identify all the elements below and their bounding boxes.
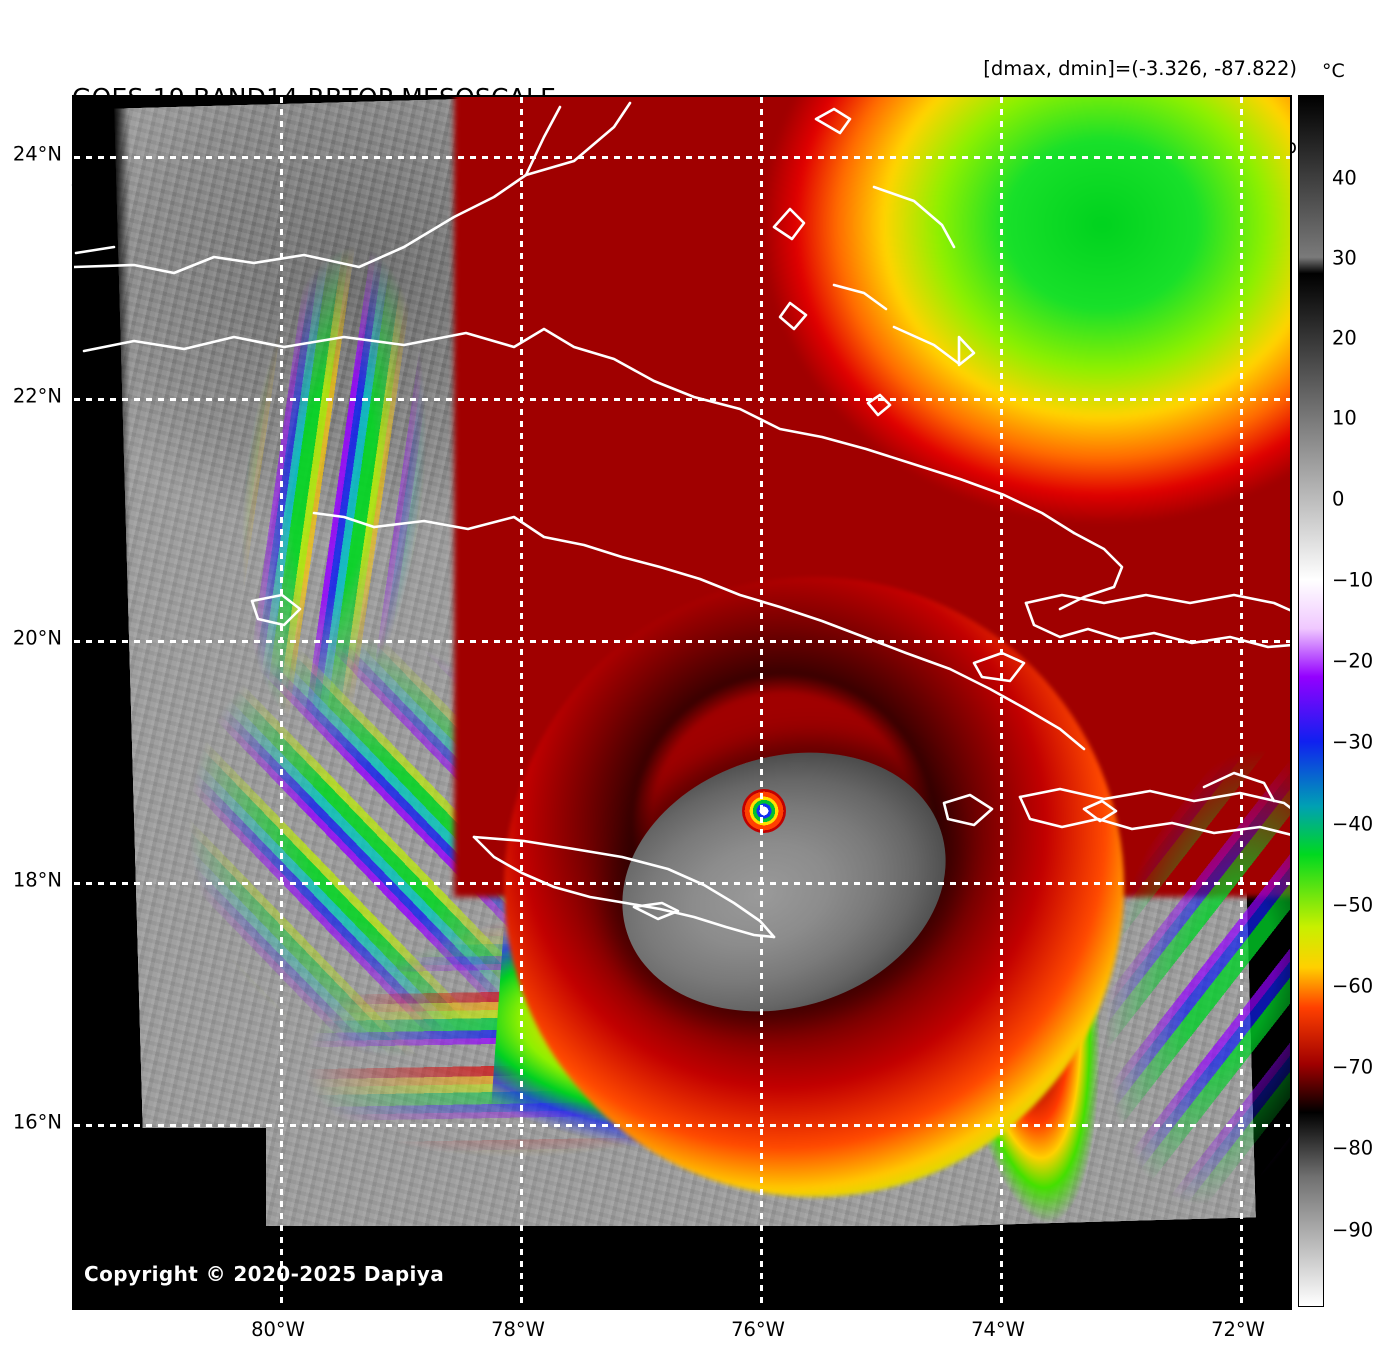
cbtick-m50: −50 bbox=[1332, 893, 1374, 917]
off-disk-corner-mask bbox=[74, 1128, 266, 1248]
gridline-lat-22n bbox=[74, 398, 1290, 401]
cbtick-m20: −20 bbox=[1332, 649, 1374, 673]
ytick-18n: 18°N bbox=[12, 868, 62, 892]
off-disk-left-mask bbox=[74, 97, 130, 1308]
satellite-imagery bbox=[74, 97, 1290, 1308]
gridline-lon-76w bbox=[760, 97, 763, 1308]
cbtick-40: 40 bbox=[1332, 166, 1357, 190]
ytick-20n: 20°N bbox=[12, 626, 62, 650]
gridline-lon-72w bbox=[1240, 97, 1243, 1308]
copyright-label: Copyright © 2020-2025 Dapiya bbox=[84, 1262, 445, 1286]
coastline-overlay bbox=[74, 101, 1290, 939]
xtick-80w: 80°W bbox=[251, 1318, 305, 1341]
cbtick-m40: −40 bbox=[1332, 812, 1374, 836]
cbtick-m10: −10 bbox=[1332, 568, 1374, 592]
gridline-lon-78w bbox=[520, 97, 523, 1308]
gridline-lat-20n bbox=[74, 640, 1290, 643]
gridline-lat-18n bbox=[74, 882, 1290, 885]
cbtick-10: 10 bbox=[1332, 406, 1357, 430]
cbtick-m70: −70 bbox=[1332, 1055, 1374, 1079]
gridline-lon-74w bbox=[1000, 97, 1003, 1308]
ytick-24n: 24°N bbox=[12, 142, 62, 166]
cbtick-0: 0 bbox=[1332, 487, 1345, 511]
off-disk-bottom-mask bbox=[74, 1226, 1290, 1308]
satellite-map-panel[interactable]: Copyright © 2020-2025 Dapiya bbox=[72, 95, 1292, 1310]
cbtick-m80: −80 bbox=[1332, 1136, 1374, 1160]
xtick-76w: 76°W bbox=[731, 1318, 785, 1341]
gridline-lon-80w bbox=[280, 97, 283, 1308]
colorbar-unit-label: °C bbox=[1322, 60, 1345, 82]
ytick-16n: 16°N bbox=[12, 1110, 62, 1134]
gridline-lat-16n bbox=[74, 1124, 1290, 1127]
cbtick-m90: −90 bbox=[1332, 1218, 1374, 1242]
dmax-dmin-annotation: [dmax, dmin]=(-3.326, -87.822) bbox=[983, 57, 1297, 80]
colorbar-gradient bbox=[1299, 96, 1323, 1306]
xtick-72w: 72°W bbox=[1211, 1318, 1265, 1341]
xtick-74w: 74°W bbox=[971, 1318, 1025, 1341]
colorbar[interactable] bbox=[1298, 95, 1324, 1307]
gridline-lat-24n bbox=[74, 156, 1290, 159]
ytick-22n: 22°N bbox=[12, 384, 62, 408]
cbtick-30: 30 bbox=[1332, 246, 1357, 270]
cbtick-m60: −60 bbox=[1332, 974, 1374, 998]
cbtick-20: 20 bbox=[1332, 326, 1357, 350]
cbtick-m30: −30 bbox=[1332, 730, 1374, 754]
eye-warm-spot bbox=[742, 789, 786, 833]
xtick-78w: 78°W bbox=[491, 1318, 545, 1341]
